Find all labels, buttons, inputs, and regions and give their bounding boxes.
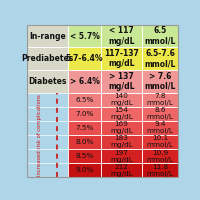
- Text: 8.0%: 8.0%: [75, 139, 94, 145]
- Bar: [68, 93, 101, 107]
- Bar: [27, 135, 68, 149]
- Bar: [142, 93, 178, 107]
- Bar: [142, 135, 178, 149]
- Text: Prediabetes: Prediabetes: [21, 54, 74, 63]
- Bar: [68, 47, 101, 70]
- Text: 6.5-7.6
mmol/L: 6.5-7.6 mmol/L: [145, 49, 176, 68]
- Text: increased risk of complications: increased risk of complications: [37, 94, 42, 176]
- Bar: [101, 121, 142, 135]
- Text: > 7.6
mmol/L: > 7.6 mmol/L: [145, 72, 176, 91]
- Text: 7.0%: 7.0%: [75, 111, 94, 117]
- Bar: [101, 135, 142, 149]
- Text: 117-137
mg/dL: 117-137 mg/dL: [104, 49, 139, 68]
- Bar: [142, 121, 178, 135]
- Bar: [27, 70, 68, 93]
- Bar: [68, 149, 101, 163]
- Bar: [27, 163, 68, 177]
- Bar: [142, 47, 178, 70]
- Text: 6.5
mmol/L: 6.5 mmol/L: [145, 26, 176, 46]
- Text: 11.8
mmol/L: 11.8 mmol/L: [147, 164, 174, 177]
- Bar: [68, 25, 101, 47]
- Text: 8.5%: 8.5%: [75, 153, 94, 159]
- Text: > 137
mg/dL: > 137 mg/dL: [108, 72, 135, 91]
- Bar: [142, 149, 178, 163]
- Text: > 6.4%: > 6.4%: [70, 77, 100, 86]
- Text: 5.7-6.4%: 5.7-6.4%: [66, 54, 103, 63]
- Text: In-range: In-range: [29, 32, 66, 41]
- Bar: [101, 25, 142, 47]
- Bar: [27, 121, 68, 135]
- Bar: [142, 163, 178, 177]
- Bar: [101, 47, 142, 70]
- Bar: [27, 93, 68, 107]
- Bar: [27, 107, 68, 121]
- Bar: [68, 121, 101, 135]
- Text: 9.4
mmol/L: 9.4 mmol/L: [147, 121, 174, 134]
- Text: < 5.7%: < 5.7%: [70, 32, 100, 41]
- Bar: [68, 135, 101, 149]
- Text: 183
mg/dL: 183 mg/dL: [110, 135, 133, 148]
- Text: 9.0%: 9.0%: [75, 167, 94, 173]
- Bar: [101, 107, 142, 121]
- Bar: [142, 25, 178, 47]
- Text: 154
mg/dL: 154 mg/dL: [110, 107, 133, 120]
- Text: 140
mg/dL: 140 mg/dL: [110, 93, 133, 106]
- Bar: [142, 107, 178, 121]
- Bar: [27, 47, 68, 70]
- Bar: [142, 70, 178, 93]
- Text: 197
mg/dL: 197 mg/dL: [110, 150, 133, 163]
- Text: < 117
mg/dL: < 117 mg/dL: [108, 26, 135, 46]
- Text: 10.1
mmol/L: 10.1 mmol/L: [147, 135, 174, 148]
- Text: Diabetes: Diabetes: [28, 77, 67, 86]
- Text: 7.5%: 7.5%: [75, 125, 94, 131]
- Text: 6.5%: 6.5%: [75, 97, 94, 103]
- Bar: [101, 149, 142, 163]
- Bar: [27, 25, 68, 47]
- Bar: [68, 107, 101, 121]
- Bar: [101, 70, 142, 93]
- Text: 212
mg/dL: 212 mg/dL: [110, 164, 133, 177]
- Bar: [68, 163, 101, 177]
- Bar: [101, 93, 142, 107]
- Bar: [68, 70, 101, 93]
- Text: 10.9
mmol/L: 10.9 mmol/L: [147, 150, 174, 163]
- Text: 7.8
mmol/L: 7.8 mmol/L: [147, 93, 174, 106]
- Bar: [27, 149, 68, 163]
- Text: 169
mg/dL: 169 mg/dL: [110, 121, 133, 134]
- Text: 8.6
mmol/L: 8.6 mmol/L: [147, 107, 174, 120]
- Bar: [101, 163, 142, 177]
